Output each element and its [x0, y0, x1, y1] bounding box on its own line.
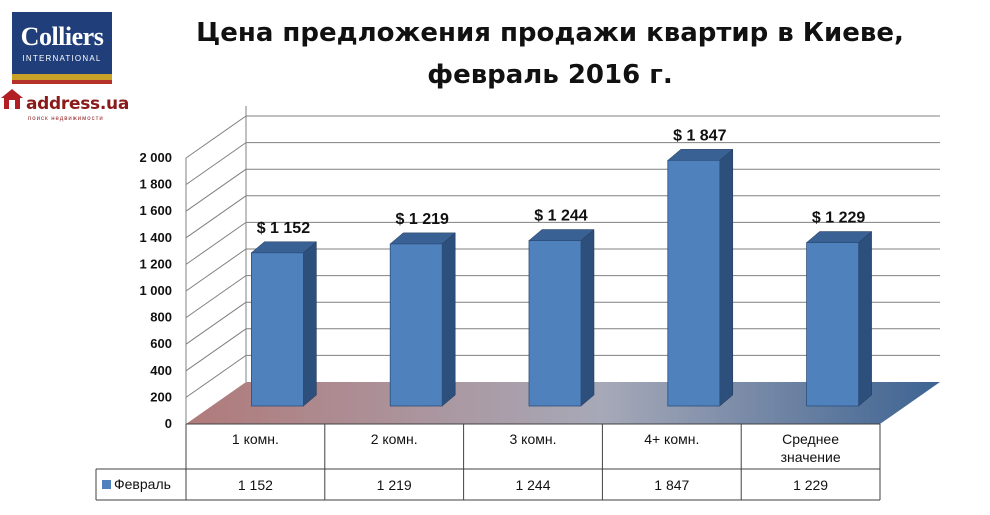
data-label: $ 1 152: [257, 220, 310, 237]
data-label: $ 1 229: [812, 210, 865, 227]
bar-side: [858, 231, 872, 407]
bar-side: [441, 232, 456, 407]
gridline-diagonal: [185, 301, 247, 345]
table-value: 1 152: [238, 477, 273, 493]
bar-side: [719, 148, 734, 407]
gridline-diagonal: [185, 115, 247, 159]
y-tick-label: 1 400: [139, 230, 172, 245]
y-tick-label: 1 200: [139, 256, 172, 271]
x-category-label: 2 комн.: [371, 431, 418, 447]
y-tick-label: 1 600: [139, 203, 172, 218]
x-category-label: Среднее: [782, 431, 839, 447]
y-tick-label: 200: [150, 389, 172, 404]
data-label: $ 1 219: [396, 211, 449, 228]
gridline-diagonal: [185, 248, 247, 292]
house-key-icon: [1, 89, 23, 109]
data-label: $ 1 847: [673, 127, 726, 144]
gridline-diagonal: [185, 328, 247, 372]
colliers-logo-name: Colliers: [20, 22, 104, 51]
bar: [250, 252, 304, 407]
bar: [806, 242, 859, 407]
y-tick-label: 1 800: [139, 177, 172, 192]
gridline-diagonal: [185, 195, 247, 239]
bar: [389, 243, 443, 407]
x-category-label: 3 комн.: [510, 431, 557, 447]
data-label: $ 1 244: [534, 208, 587, 225]
x-category-label: 1 комн.: [232, 431, 279, 447]
colliers-logo: Colliers INTERNATIONAL: [12, 12, 112, 84]
address-ua-logo: address.ua поиск недвижимости: [0, 86, 130, 136]
y-tick-label: 0: [165, 416, 172, 431]
y-tick-label: 600: [150, 336, 172, 351]
table-value: 1 847: [654, 477, 689, 493]
table-value: 1 229: [793, 477, 828, 493]
y-tick-label: 800: [150, 310, 172, 325]
gridline-diagonal: [185, 354, 247, 398]
address-ua-brand: address.ua: [26, 94, 129, 114]
bar: [667, 159, 721, 407]
colliers-logo-sub: INTERNATIONAL: [22, 54, 102, 63]
colliers-logo-stripe: [12, 80, 112, 84]
x-category-label: 4+ комн.: [644, 431, 699, 447]
y-tick-label: 1 000: [139, 283, 172, 298]
chart-title-line-1: Цена предложения продажи квартир в Киеве…: [196, 18, 904, 48]
legend-swatch: [102, 480, 111, 489]
table-value: 1 219: [377, 477, 412, 493]
bar-side: [580, 229, 595, 407]
address-ua-tagline: поиск недвижимости: [28, 116, 104, 122]
table-value: 1 244: [515, 477, 550, 493]
y-tick-label: 2 000: [139, 150, 172, 165]
gridline-diagonal: [185, 168, 247, 212]
gridline-diagonal: [185, 275, 247, 319]
legend-series-name: Февраль: [114, 476, 171, 492]
gridline-diagonal: [185, 221, 247, 265]
chart-title-line-2: февраль 2016 г.: [427, 60, 673, 90]
bar: [528, 240, 582, 407]
x-category-label: значение: [781, 449, 841, 465]
bar-side: [303, 241, 317, 407]
gridline-diagonal: [185, 142, 247, 186]
y-tick-label: 400: [150, 363, 172, 378]
